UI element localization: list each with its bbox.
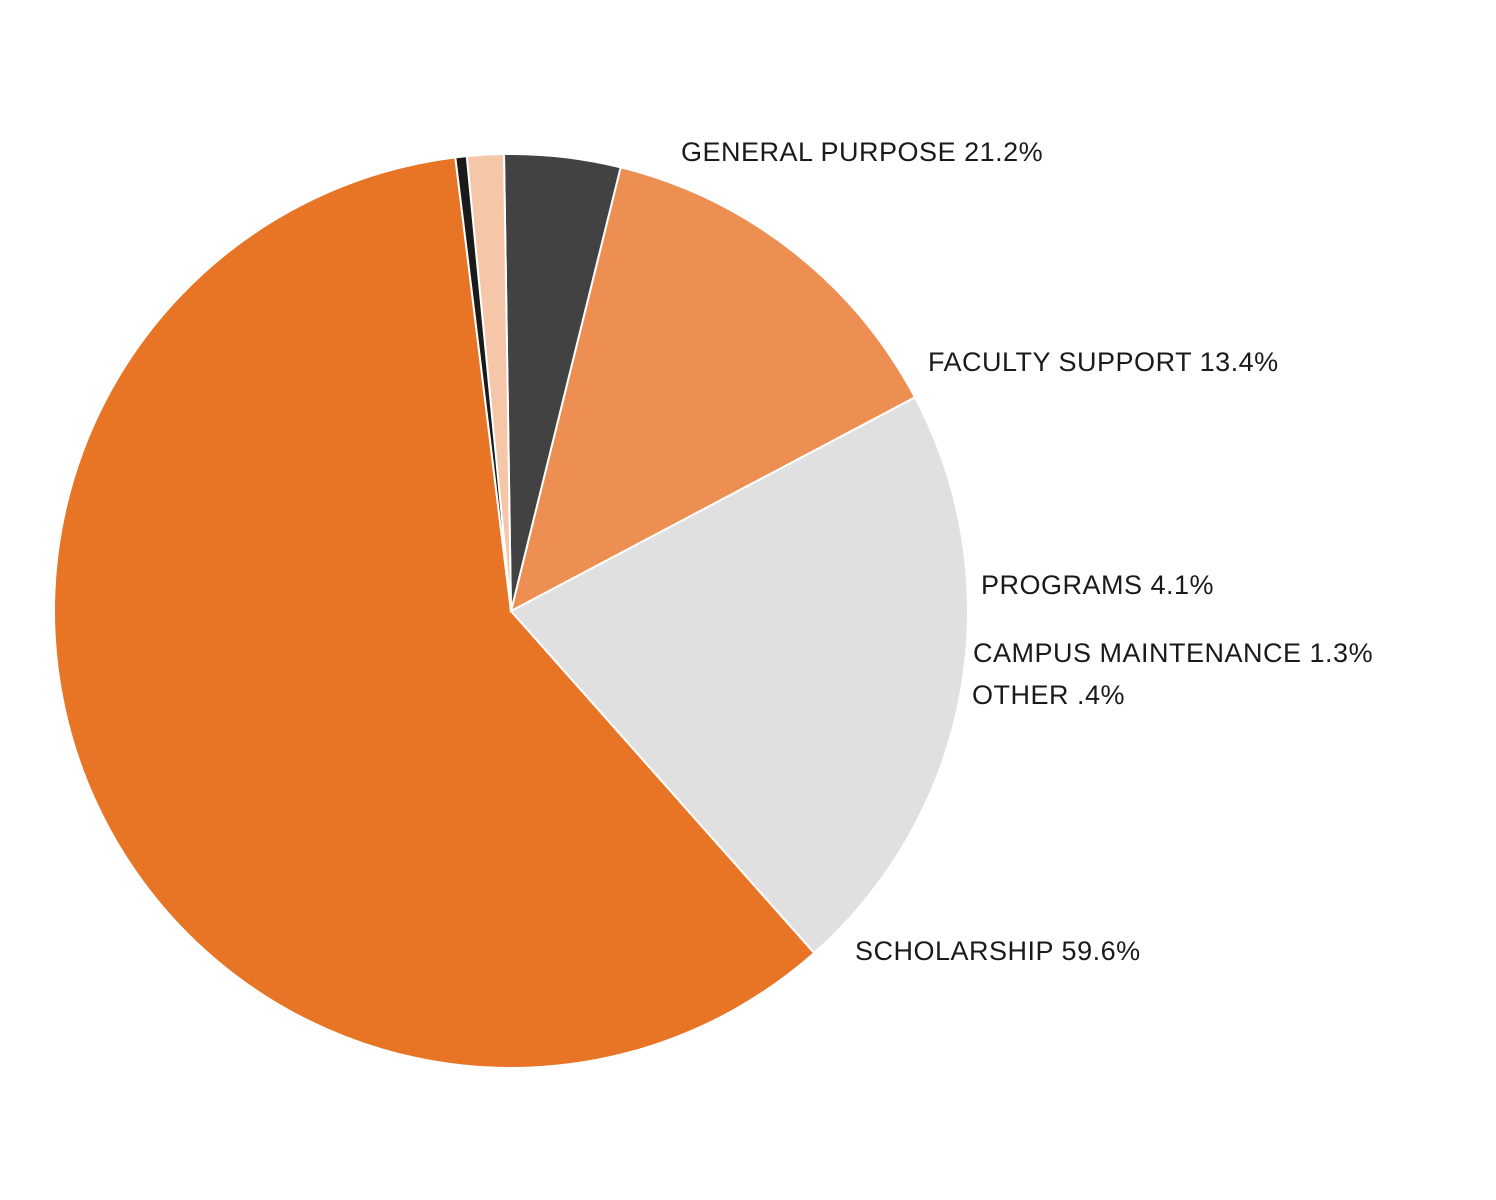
slice-label-programs: PROGRAMS 4.1% <box>981 570 1214 600</box>
pie-slices <box>53 153 969 1069</box>
pie-slice-other <box>454 155 512 612</box>
slice-label-other: OTHER .4% <box>972 680 1125 710</box>
pie-slice-faculty-support <box>509 166 917 613</box>
pie-slice-general-purpose <box>509 395 969 955</box>
slice-label-general-purpose: GENERAL PURPOSE 21.2% <box>681 137 1043 167</box>
slice-label-faculty-support: FACULTY SUPPORT 13.4% <box>928 347 1279 377</box>
pie-slice-scholarship <box>53 156 816 1069</box>
pie-labels: SCHOLARSHIP 59.6% GENERAL PURPOSE 21.2% … <box>681 137 1373 966</box>
slice-label-campus-maintenance: CAMPUS MAINTENANCE 1.3% <box>973 638 1373 668</box>
slice-label-scholarship: SCHOLARSHIP 59.6% <box>855 936 1141 966</box>
